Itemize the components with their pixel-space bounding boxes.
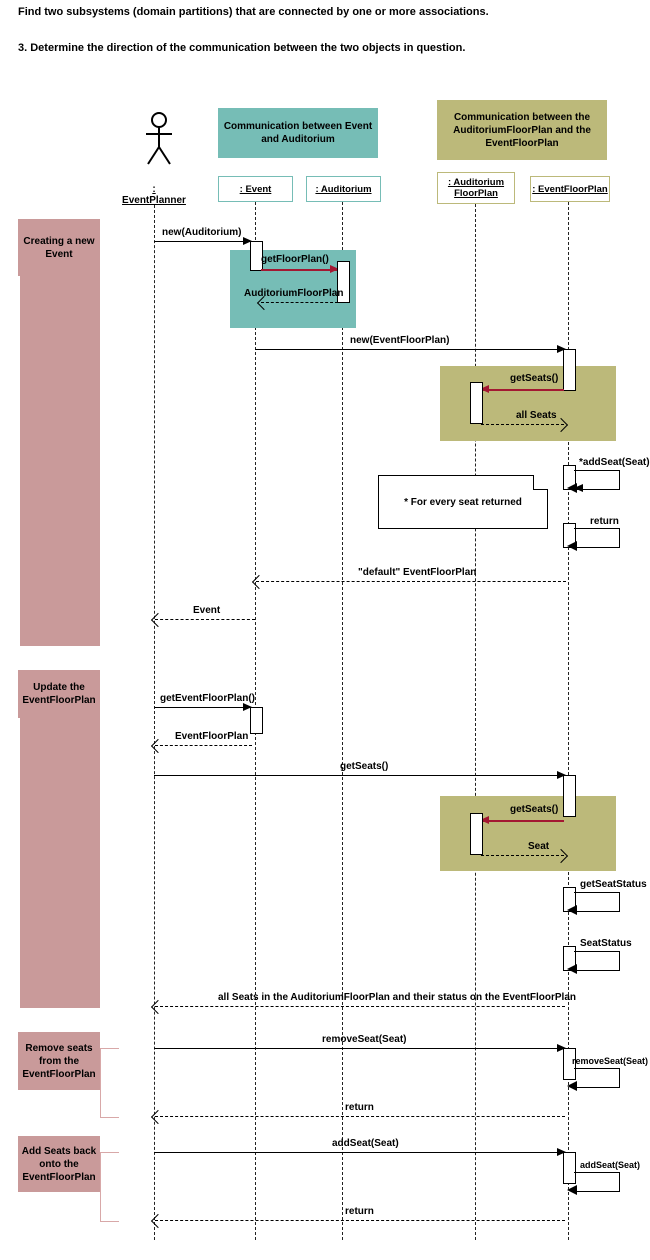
lbl-getseats1: getSeats() bbox=[510, 373, 558, 384]
header-teal: Communication between Event and Auditori… bbox=[218, 108, 378, 158]
lbl-allseats2: all Seats in the AuditoriumFloorPlan and… bbox=[218, 992, 576, 1003]
lbl-getseats3: getSeats() bbox=[510, 804, 558, 815]
arr-return3 bbox=[155, 1220, 565, 1221]
arr-defefp bbox=[256, 581, 566, 582]
arr-getseats1 bbox=[481, 389, 564, 391]
act-afp-2 bbox=[470, 813, 483, 855]
side-update: Update the EventFloorPlan bbox=[18, 670, 100, 718]
lbl-retefp: EventFloorPlan bbox=[175, 731, 248, 742]
side-create: Creating a new Event bbox=[18, 219, 100, 276]
arr-newefp bbox=[255, 349, 565, 350]
linker-remove bbox=[100, 1048, 119, 1118]
step-3: 3. Determine the direction of the commun… bbox=[18, 42, 465, 54]
arr-return2 bbox=[155, 1116, 565, 1117]
arr-addseat2 bbox=[154, 1152, 565, 1153]
lbl-return3: return bbox=[345, 1206, 374, 1217]
arr-retafp bbox=[261, 302, 338, 303]
actor-icon bbox=[144, 112, 174, 167]
obj-eventfloorplan: : EventFloorPlan bbox=[530, 176, 610, 202]
arr-event bbox=[155, 619, 255, 620]
lbl-addseat: *addSeat(Seat) bbox=[579, 457, 650, 468]
act-efp-3 bbox=[563, 775, 576, 817]
side-bar-2 bbox=[20, 718, 100, 1008]
lifeline-ep bbox=[154, 205, 155, 1240]
arr-getfp bbox=[261, 269, 338, 271]
lbl-return2: return bbox=[345, 1102, 374, 1113]
lbl-addseat2: addSeat(Seat) bbox=[332, 1138, 399, 1149]
lbl-allseats: all Seats bbox=[516, 410, 557, 421]
arr-getseats3 bbox=[481, 820, 564, 822]
obj-auditoriumfloorplan: : Auditorium FloorPlan bbox=[437, 172, 515, 204]
obj-eventplanner: : EventPlanner bbox=[119, 185, 189, 205]
header-olive: Communication between the AuditoriumFloo… bbox=[437, 100, 607, 160]
lbl-ss: SeatStatus bbox=[580, 938, 632, 949]
lbl-getefp: getEventFloorPlan() bbox=[160, 693, 255, 704]
intro-text: Find two subsystems (domain partitions) … bbox=[18, 5, 489, 20]
lbl-getseats2: getSeats() bbox=[340, 761, 388, 772]
act-afp-1 bbox=[470, 382, 483, 424]
arr-getseats2 bbox=[154, 775, 565, 776]
side-remove: Remove seats from the EventFloorPlan bbox=[18, 1032, 100, 1090]
arr-allseats bbox=[481, 424, 564, 425]
lbl-event: Event bbox=[193, 605, 220, 616]
arr-allseats2 bbox=[155, 1006, 565, 1007]
lbl-removeseat: removeSeat(Seat) bbox=[322, 1034, 406, 1045]
arr-getefp bbox=[154, 707, 251, 708]
arr-newaud bbox=[154, 241, 251, 242]
side-bar-1 bbox=[20, 276, 100, 646]
obj-event: : Event bbox=[218, 176, 293, 202]
lbl-addseat3: addSeat(Seat) bbox=[580, 1160, 640, 1170]
sequence-diagram: Find two subsystems (domain partitions) … bbox=[0, 0, 650, 1260]
lifeline-au bbox=[342, 202, 343, 1240]
act-ev-2 bbox=[250, 707, 263, 734]
note-foreveryseat: * For every seat returned bbox=[378, 475, 548, 529]
lbl-getfp: getFloorPlan() bbox=[261, 254, 329, 265]
lbl-newaud: new(Auditorium) bbox=[162, 227, 241, 238]
lbl-defefp: "default" EventFloorPlan bbox=[358, 567, 476, 578]
act-efp-1 bbox=[563, 349, 576, 391]
linker-add bbox=[100, 1152, 119, 1222]
side-addback: Add Seats back onto the EventFloorPlan bbox=[18, 1136, 100, 1192]
lbl-getss: getSeatStatus bbox=[580, 879, 647, 890]
lbl-return1: return bbox=[590, 516, 619, 527]
arr-retefp bbox=[155, 745, 252, 746]
lifeline-afp bbox=[475, 204, 476, 1240]
arr-removeseat bbox=[154, 1048, 565, 1049]
lbl-removeseat2: removeSeat(Seat) bbox=[572, 1056, 648, 1066]
lbl-seat: Seat bbox=[528, 841, 549, 852]
obj-auditorium: : Auditorium bbox=[306, 176, 381, 202]
lbl-newefp: new(EventFloorPlan) bbox=[350, 335, 449, 346]
lbl-retafp: AuditoriumFloorPlan bbox=[244, 288, 343, 299]
arr-seat bbox=[481, 855, 564, 856]
